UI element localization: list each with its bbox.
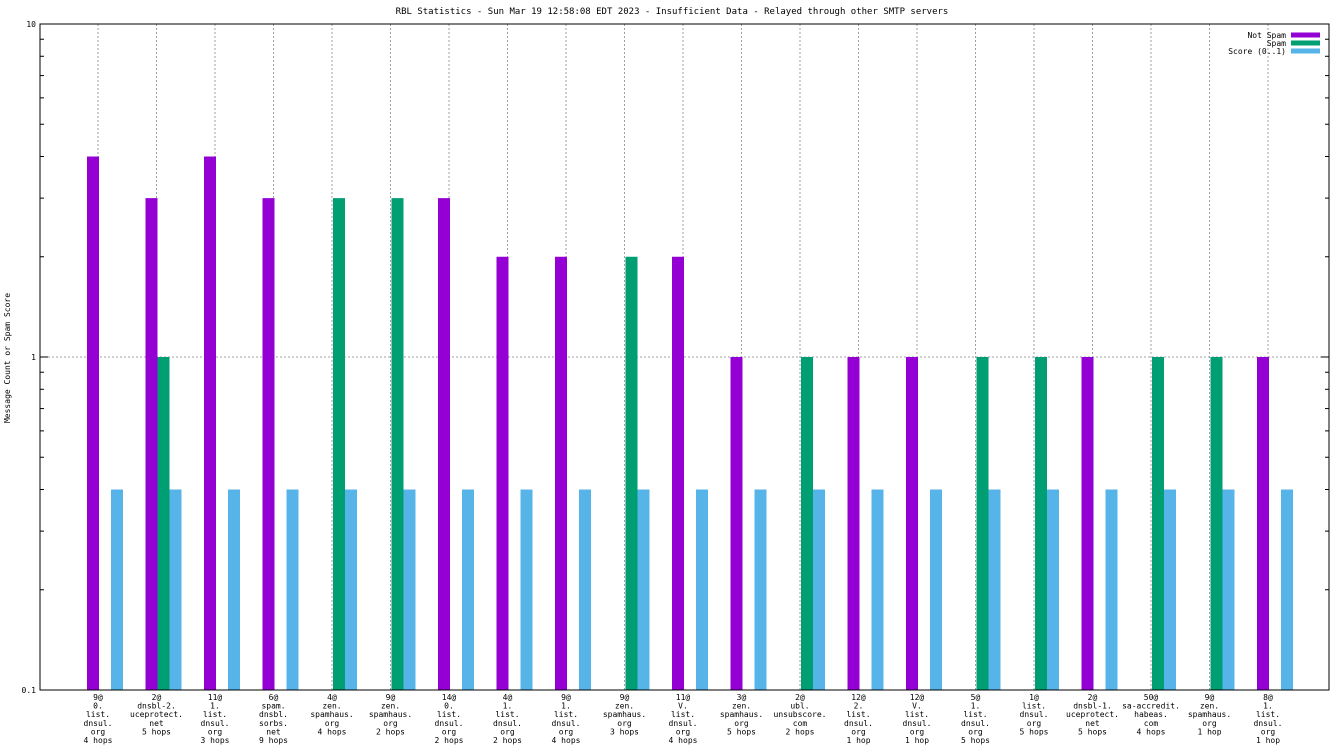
bar-not-spam bbox=[555, 256, 567, 690]
bar-not-spam bbox=[496, 256, 509, 690]
bar-spam bbox=[625, 256, 638, 690]
bar-spam bbox=[391, 198, 404, 690]
bar-score-0-1 bbox=[696, 489, 708, 690]
x-category-label: 4@ zen. spamhaus. org 4 hops bbox=[310, 693, 353, 736]
bar-not-spam bbox=[438, 198, 450, 690]
x-category-label: 12@ 2. list. dnsul. org 1 hop bbox=[844, 693, 873, 745]
y-axis-ticks: 0.1 1 10 bbox=[22, 20, 1329, 695]
y-axis-label: Message Count or Spam Score bbox=[3, 293, 12, 423]
legend-label: Spam bbox=[1267, 39, 1286, 48]
bar-score-0-1 bbox=[930, 489, 942, 690]
bar-score-0-1 bbox=[345, 489, 357, 690]
bar-not-spam bbox=[1081, 357, 1094, 690]
y-tick-label: 0.1 bbox=[22, 686, 37, 695]
x-category-label: 9@ zen. spamhaus. org 2 hops bbox=[369, 693, 412, 736]
bar-score-0-1 bbox=[286, 489, 299, 690]
bar-score-0-1 bbox=[637, 489, 650, 690]
legend-label: Score (0..1) bbox=[1228, 47, 1286, 56]
x-category-label: 11@ 1. list. dnsul. org 3 hops bbox=[201, 693, 230, 745]
x-category-label: 14@ 0. list. dnsul. org 2 hops bbox=[435, 693, 464, 745]
bar-spam bbox=[157, 357, 170, 690]
x-category-label: 2@ dnsbl-1. uceprotect. net 5 hops bbox=[1066, 693, 1119, 736]
x-category-label: 1@ list. dnsul. org 5 hops bbox=[1020, 693, 1049, 736]
x-category-label: 4@ 1. list. dnsul. org 2 hops bbox=[493, 693, 522, 745]
legend-swatch bbox=[1291, 48, 1320, 54]
bar-not-spam bbox=[145, 198, 158, 690]
bar-spam bbox=[976, 357, 989, 690]
bar-spam bbox=[1035, 357, 1047, 690]
x-category-label: 2@ dnsbl-2. uceprotect. net 5 hops bbox=[130, 693, 183, 736]
bar-score-0-1 bbox=[169, 489, 182, 690]
x-category-label: 9@ 1. list. dnsul. org 4 hops bbox=[552, 693, 581, 745]
bar-score-0-1 bbox=[228, 489, 240, 690]
bar-score-0-1 bbox=[1047, 489, 1059, 690]
bar-score-0-1 bbox=[1164, 489, 1176, 690]
legend-swatch bbox=[1291, 40, 1320, 46]
chart-title: RBL Statistics - Sun Mar 19 12:58:08 EDT… bbox=[396, 7, 949, 17]
bar-not-spam bbox=[1257, 357, 1269, 690]
bar-score-0-1 bbox=[988, 489, 1001, 690]
bar-score-0-1 bbox=[871, 489, 884, 690]
x-category-label: 6@ spam. dnsbl. sorbs. net 9 hops bbox=[259, 693, 288, 745]
x-category-label: 50@ sa-accredit. habeas. com 4 hops bbox=[1122, 693, 1180, 736]
legend-swatch bbox=[1291, 32, 1320, 38]
bar-spam bbox=[801, 357, 813, 690]
bar-score-0-1 bbox=[520, 489, 533, 690]
bar-score-0-1 bbox=[1281, 489, 1293, 690]
legend-label: Not Spam bbox=[1247, 31, 1286, 40]
bar-not-spam bbox=[262, 198, 275, 690]
bar-not-spam bbox=[730, 357, 743, 690]
bar-not-spam bbox=[672, 256, 684, 690]
bar-score-0-1 bbox=[754, 489, 767, 690]
x-category-label: 3@ zen. spamhaus. org 5 hops bbox=[720, 693, 763, 736]
x-category-label: 12@ V. list. dnsul. org 1 hop bbox=[903, 693, 932, 745]
bar-not-spam bbox=[847, 357, 860, 690]
bar-score-0-1 bbox=[813, 489, 825, 690]
bar-not-spam bbox=[906, 357, 918, 690]
x-category-label: 5@ 1. list. dnsul. org 5 hops bbox=[961, 693, 990, 745]
bar-score-0-1 bbox=[1222, 489, 1235, 690]
x-category-label: 9@ zen. spamhaus. org 1 hop bbox=[1188, 693, 1231, 736]
x-category-label: 2@ ubl. unsubscore. com 2 hops bbox=[774, 693, 827, 736]
x-axis-categories: 9@ 0. list. dnsul. org 4 hops 2@ dnsbl-2. ucepro… bbox=[84, 693, 1283, 745]
bar-score-0-1 bbox=[579, 489, 591, 690]
bar-spam bbox=[333, 198, 345, 690]
bar-score-0-1 bbox=[462, 489, 474, 690]
x-category-label: 9@ 0. list. dnsul. org 4 hops bbox=[84, 693, 113, 745]
bar-not-spam bbox=[204, 156, 216, 690]
x-category-label: 8@ 1. list. dnsul. org 1 hop bbox=[1254, 693, 1283, 745]
y-tick-label: 10 bbox=[26, 20, 36, 29]
bar-score-0-1 bbox=[111, 489, 123, 690]
bar-spam bbox=[1152, 357, 1164, 690]
bar-score-0-1 bbox=[1105, 489, 1118, 690]
bar-spam bbox=[1210, 357, 1223, 690]
bar-score-0-1 bbox=[403, 489, 416, 690]
bar-not-spam bbox=[87, 156, 99, 690]
x-category-label: 9@ zen. spamhaus. org 3 hops bbox=[603, 693, 646, 736]
x-category-label: 11@ V. list. dnsul. org 4 hops bbox=[669, 693, 698, 745]
y-tick-label: 1 bbox=[31, 353, 36, 362]
bars bbox=[87, 156, 1293, 690]
